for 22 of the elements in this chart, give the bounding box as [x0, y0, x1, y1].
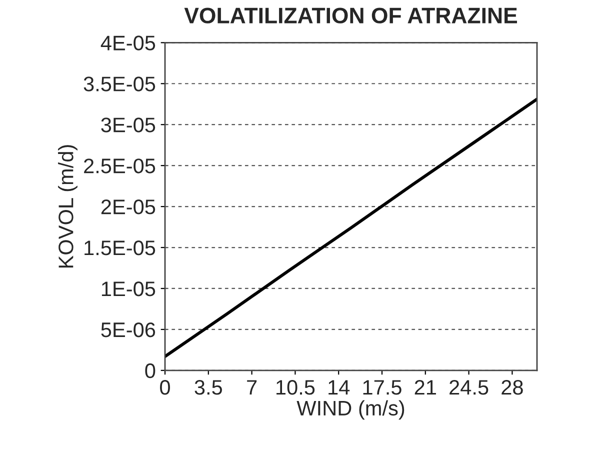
x-tick-label: 24.5 [450, 380, 488, 395]
chart-title: VOLATILIZATION OF ATRAZINE [184, 8, 517, 24]
y-axis-title: KOVOL (m/d) [58, 145, 78, 268]
x-tick-label: 3.5 [194, 380, 222, 395]
y-tick-label: 3E-05 [101, 118, 156, 132]
x-tick-label: 7 [247, 380, 257, 395]
y-tick-label: 1E-05 [102, 281, 156, 296]
line-series [165, 98, 537, 358]
y-tick-label: 2.5E-05 [84, 158, 156, 174]
x-tick-label: 21 [414, 380, 436, 395]
x-tick-label: 28 [502, 380, 523, 395]
x-tick-label: 17.5 [363, 380, 402, 395]
y-tick-label: 0 [145, 363, 156, 378]
y-tick-label: 2E-05 [101, 200, 156, 214]
x-axis-title: WIND (m/s) [296, 400, 404, 420]
x-tick-label: 10.5 [276, 380, 315, 395]
y-tick-label: 4E-05 [100, 36, 156, 50]
y-tick-label: 3.5E-05 [84, 76, 156, 92]
y-tick-label: 5E-06 [101, 322, 156, 338]
x-tick-label: 0 [160, 380, 170, 395]
y-tick-label: 1.5E-05 [84, 240, 156, 256]
x-tick-label: 14 [328, 380, 350, 395]
